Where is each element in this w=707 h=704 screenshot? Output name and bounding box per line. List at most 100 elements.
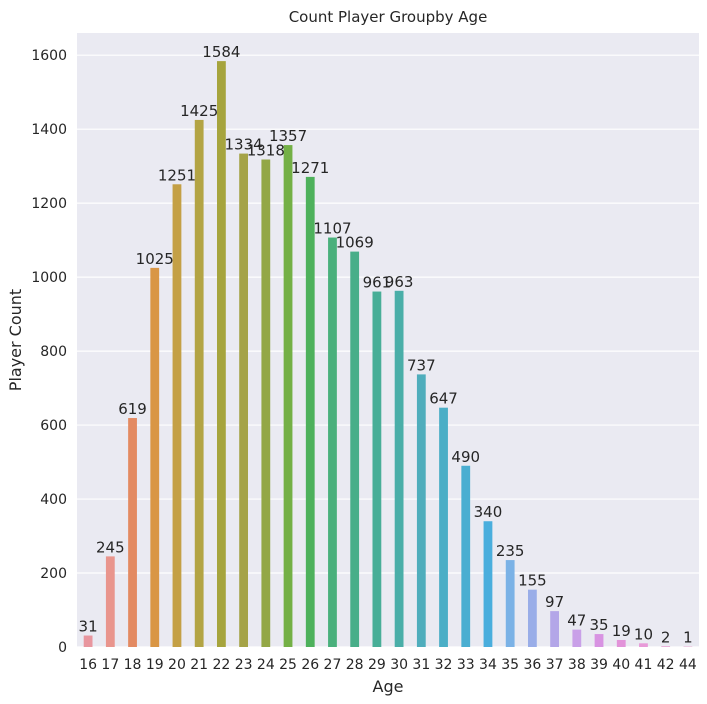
- bar: [505, 560, 515, 647]
- data-label: 31: [79, 618, 98, 636]
- data-label: 619: [118, 400, 147, 418]
- x-tick-label: 31: [412, 657, 430, 673]
- y-axis-label: Player Count: [6, 289, 25, 391]
- x-tick-label: 35: [501, 657, 519, 673]
- x-tick-label: 39: [590, 657, 608, 673]
- x-tick-label: 24: [257, 657, 275, 673]
- x-tick-label: 36: [523, 657, 541, 673]
- data-label: 235: [496, 542, 525, 560]
- data-label: 1318: [247, 141, 285, 159]
- y-tick-label: 1000: [31, 270, 67, 286]
- x-tick-label: 44: [679, 657, 697, 673]
- bar: [439, 407, 448, 647]
- x-tick-label: 16: [79, 657, 97, 673]
- x-tick-label: 38: [568, 657, 586, 673]
- bar: [216, 61, 226, 648]
- data-label: 155: [518, 572, 547, 590]
- data-label: 961: [363, 274, 392, 292]
- x-tick-label: 20: [168, 657, 186, 673]
- y-tick-label: 400: [40, 492, 67, 508]
- data-label: 245: [96, 538, 125, 556]
- bar: [594, 634, 604, 647]
- bar: [461, 465, 471, 647]
- bar: [305, 176, 315, 648]
- y-tick-label: 600: [40, 418, 67, 434]
- chart-title: Count Player Groupby Age: [289, 8, 488, 26]
- x-tick-label: 17: [101, 657, 119, 673]
- bar: [283, 145, 293, 647]
- x-tick-label: 41: [635, 657, 653, 673]
- x-tick-label: 30: [390, 657, 408, 673]
- bar: [150, 267, 160, 647]
- x-axis: 16 17 18 19 20 21 22 23 24 25 26 27 28 29 30 31 32 33 34 35…: [79, 657, 697, 673]
- bar: [483, 521, 493, 647]
- plot-area: [77, 33, 699, 647]
- x-tick-label: 21: [190, 657, 208, 673]
- y-tick-label: 1200: [31, 196, 67, 212]
- x-axis-label: Age: [373, 677, 404, 696]
- bar: [172, 184, 182, 648]
- bar: [239, 153, 249, 647]
- data-label: 1107: [313, 220, 351, 238]
- bar: [105, 556, 115, 647]
- bar: [83, 635, 93, 647]
- data-label: 737: [407, 356, 436, 374]
- bar: [639, 643, 648, 647]
- bar: [328, 237, 337, 647]
- bar: [572, 629, 582, 647]
- y-tick-label: 800: [40, 344, 67, 360]
- data-label: 1334: [225, 136, 263, 154]
- x-tick-label: 28: [346, 657, 364, 673]
- x-tick-label: 27: [324, 657, 342, 673]
- data-label: 19: [612, 622, 631, 640]
- bar: [394, 290, 404, 647]
- bar: [661, 646, 671, 647]
- data-label: 963: [385, 273, 414, 291]
- bar: [527, 589, 537, 647]
- data-label: 35: [589, 616, 608, 634]
- bar: [128, 418, 137, 647]
- data-label: 97: [545, 593, 564, 611]
- data-label: 1069: [336, 234, 374, 252]
- data-label: 1251: [158, 166, 196, 184]
- bar: [616, 639, 626, 647]
- bar: [261, 159, 271, 648]
- x-tick-label: 40: [612, 657, 630, 673]
- x-tick-label: 22: [212, 657, 230, 673]
- data-label: 1025: [136, 250, 174, 268]
- data-label: 490: [451, 448, 480, 466]
- x-tick-label: 33: [457, 657, 475, 673]
- data-label: 10: [634, 625, 653, 643]
- bar: [194, 119, 204, 647]
- x-tick-label: 32: [435, 657, 453, 673]
- x-tick-label: 25: [279, 657, 297, 673]
- bars: [83, 61, 693, 648]
- x-tick-label: 19: [146, 657, 164, 673]
- bar: [550, 611, 560, 647]
- x-tick-label: 23: [235, 657, 253, 673]
- bar: [372, 291, 382, 647]
- y-axis: 0 200 400 600 800 1000 1200 1400 1600: [31, 48, 67, 656]
- data-label: 1425: [180, 102, 218, 120]
- y-tick-label: 200: [40, 566, 67, 582]
- bar: [416, 374, 426, 647]
- x-tick-label: 18: [124, 657, 142, 673]
- data-label: 1: [683, 629, 693, 647]
- x-tick-label: 37: [546, 657, 564, 673]
- data-label: 47: [567, 612, 586, 630]
- data-label: 1271: [291, 159, 329, 177]
- bar: [350, 251, 360, 647]
- x-tick-label: 34: [479, 657, 497, 673]
- y-tick-label: 0: [58, 640, 67, 656]
- y-tick-label: 1600: [31, 48, 67, 64]
- y-tick-label: 1400: [31, 122, 67, 138]
- x-tick-label: 26: [301, 657, 319, 673]
- data-label: 1357: [269, 127, 307, 145]
- data-label: 1584: [202, 43, 240, 61]
- x-tick-label: 42: [657, 657, 675, 673]
- data-label: 2: [661, 628, 671, 646]
- x-tick-label: 29: [368, 657, 386, 673]
- data-label: 340: [474, 503, 503, 521]
